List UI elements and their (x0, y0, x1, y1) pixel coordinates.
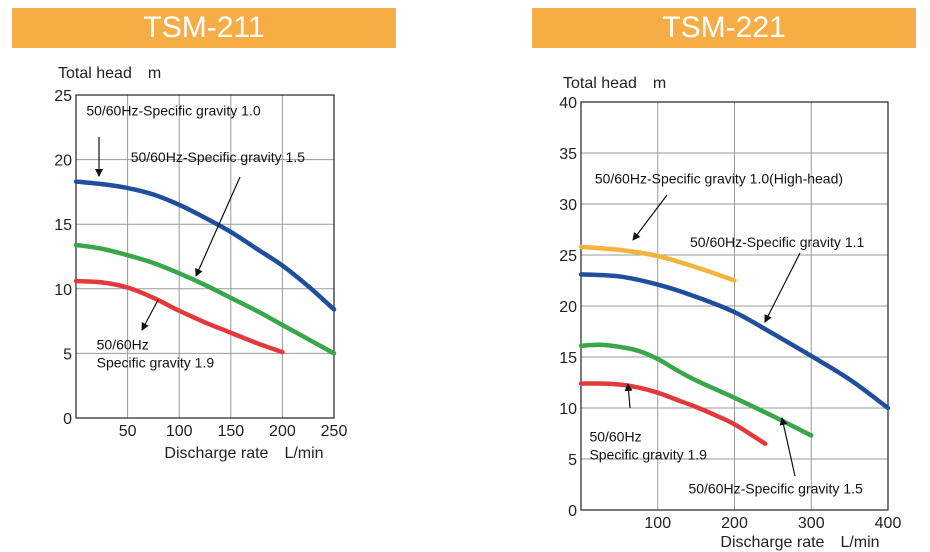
x-tick-label: 150 (217, 423, 244, 440)
chart-0: 0 5 10 15 20 25 50 100 150 200 250 Total head m Disc… (54, 65, 347, 462)
y-tick-label: 35 (559, 146, 577, 163)
x-tick-label: 200 (269, 423, 296, 440)
annotation-0: 50/60Hz-Specific gravity 1.0(High-head) (595, 171, 843, 187)
series-line-0 (73, 179, 337, 312)
y-tick-label: 0 (568, 503, 577, 520)
y-tick-label: 5 (63, 346, 72, 363)
annotation-arrow-1 (195, 176, 241, 277)
annotation-arrow-0 (632, 194, 668, 241)
y-tick-label: 15 (559, 350, 577, 367)
annotation-0: 50/60Hz-Specific gravity 1.0 (86, 103, 261, 119)
x-tick-label: 200 (721, 515, 748, 532)
annotation-arrow-1 (764, 252, 801, 323)
y-axis-label: Total head m (563, 75, 666, 92)
y-tick-label: 10 (54, 282, 72, 299)
annotation-arrow-2 (624, 383, 633, 409)
annotation-1: 50/60Hz-Specific gravity 1.5 (131, 149, 306, 165)
x-axis-label: Discharge rate L/min (164, 445, 323, 462)
chart-title-tsm-211: TSM-211 (12, 8, 396, 48)
y-tick-label: 15 (54, 217, 72, 234)
x-tick-label: 50 (119, 423, 137, 440)
x-tick-label: 100 (644, 515, 671, 532)
y-tick-label: 0 (63, 411, 72, 428)
annotation-2: 50/60Hz Specific gravity 1.9 (589, 429, 707, 463)
x-tick-label: 250 (321, 423, 348, 440)
chart-1: 0 5 10 15 20 25 30 35 40 100 200 300 400 Total head m… (559, 75, 901, 551)
y-tick-label: 10 (559, 401, 577, 418)
x-tick-label: 300 (798, 515, 825, 532)
y-tick-label: 20 (559, 299, 577, 316)
y-tick-label: 30 (559, 197, 577, 214)
annotation-1: 50/60Hz-Specific gravity 1.1 (690, 234, 865, 250)
series-line-1 (578, 272, 891, 411)
series-line-2 (73, 278, 285, 355)
plot-frame (75, 94, 335, 419)
plot-frame (580, 101, 889, 511)
x-axis-label: Discharge rate L/min (720, 534, 879, 551)
y-axis-label: Total head m (58, 65, 161, 82)
y-tick-label: 40 (559, 95, 577, 112)
y-tick-label: 25 (559, 248, 577, 265)
annotation-arrow-3 (779, 417, 796, 477)
series-line-3 (578, 381, 768, 446)
y-tick-label: 5 (568, 452, 577, 469)
annotation-3: 50/60Hz-Specific gravity 1.5 (688, 481, 863, 497)
series-line-2 (578, 342, 814, 438)
x-tick-label: 100 (166, 423, 193, 440)
y-tick-label: 20 (54, 153, 72, 170)
chart-title-tsm-221: TSM-221 (532, 8, 916, 48)
y-tick-label: 25 (54, 88, 72, 105)
annotation-arrow-2 (141, 299, 159, 331)
series-line-0 (578, 244, 737, 283)
annotation-2: 50/60Hz Specific gravity 1.9 (97, 337, 215, 371)
series-line-1 (73, 242, 337, 356)
x-tick-label: 400 (875, 515, 902, 532)
